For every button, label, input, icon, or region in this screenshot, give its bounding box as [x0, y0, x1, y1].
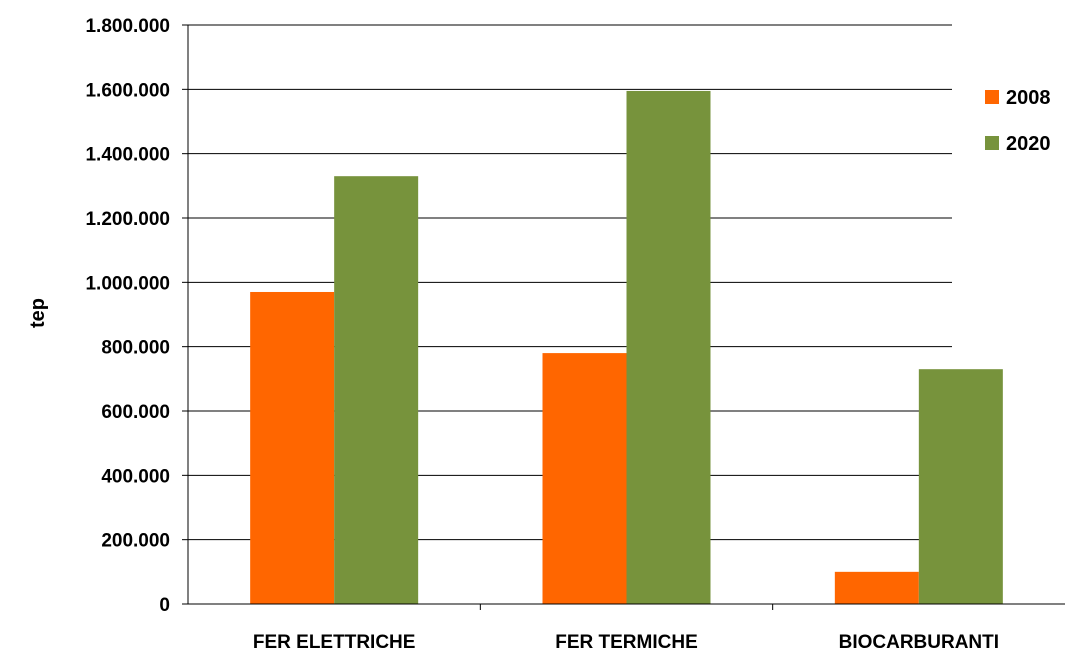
x-category-label: FER ELETTRICHE — [253, 632, 416, 652]
legend-label-2008: 2008 — [1006, 87, 1051, 109]
y-tick-label: 1.600.000 — [85, 80, 170, 101]
legend-label-2020: 2020 — [1006, 133, 1051, 155]
y-axis-title: tep — [27, 298, 49, 328]
bar-2008-2 — [834, 571, 919, 604]
bar-2020-1 — [626, 90, 711, 605]
legend-swatch-2020 — [985, 136, 999, 150]
y-tick-label: 200.000 — [101, 531, 170, 552]
y-tick-labels: 0 200.000 400.000 600.000 800.000 1.000.000 1.… — [85, 16, 170, 616]
bar-2020-0 — [334, 176, 419, 604]
bar-2008-0 — [250, 291, 335, 604]
y-tick-label: 800.000 — [101, 338, 170, 359]
y-tick-label: 0 — [159, 595, 170, 616]
axes — [182, 24, 1065, 610]
legend: 2008 2020 — [985, 87, 1051, 155]
x-category-label: FER TERMICHE — [555, 632, 698, 652]
y-tick-label: 1.800.000 — [85, 16, 170, 37]
y-tick-label: 1.400.000 — [85, 145, 170, 166]
y-tick-label: 1.000.000 — [85, 273, 170, 294]
bars — [250, 90, 1003, 605]
y-tick-label: 400.000 — [101, 466, 170, 487]
x-category-labels: FER ELETTRICHE FER TERMICHE BIOCARBURANTI — [253, 632, 999, 652]
y-tick-label: 1.200.000 — [85, 209, 170, 230]
x-category-label: BIOCARBURANTI — [839, 632, 999, 652]
bar-2008-1 — [542, 353, 627, 604]
legend-swatch-2008 — [985, 90, 999, 104]
y-tick-label: 600.000 — [101, 402, 170, 423]
bar-2020-2 — [918, 369, 1003, 604]
